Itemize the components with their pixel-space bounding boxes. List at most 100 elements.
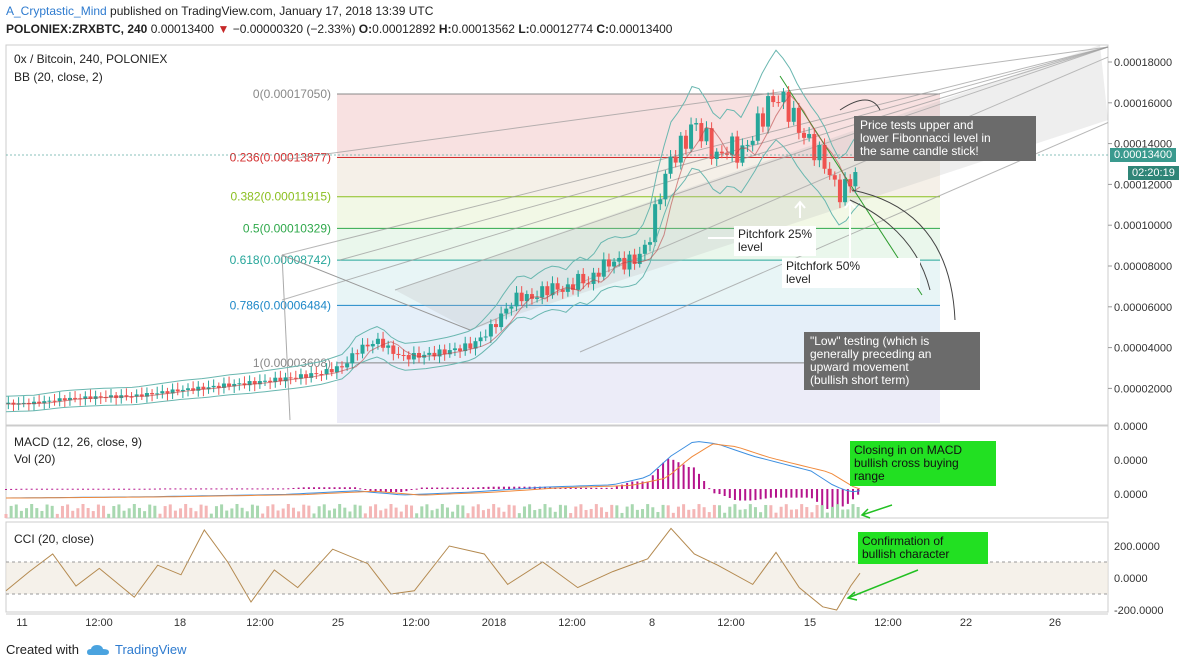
candle-body [98,396,103,398]
pitchfork-line [281,46,1109,256]
volume-bar [363,513,367,518]
candle-body [535,297,540,299]
macd-hist-bar [698,473,700,489]
macd-hist-bar [277,488,280,490]
candle-body [791,107,796,122]
low-value: 0.00012774 [529,22,594,36]
pitchfork-line [339,46,1109,261]
volume-bar [230,508,234,518]
volume-bar [404,504,408,518]
macd-hist-bar [451,487,454,489]
volume-bar [50,505,54,518]
macd-hist-bar [128,488,131,490]
candle-body [540,286,545,298]
candle-body [155,393,160,395]
candle-body [663,173,668,200]
header-line-2: POLONIEX:ZRXBTC, 240 0.00013400 ▼ −0.000… [6,22,672,36]
volume-bar [476,504,480,518]
macd-hist-bar [410,489,413,490]
volume-bar [143,511,147,518]
macd-hist-bar [559,487,562,489]
volume-bar [250,504,254,518]
candle-body [340,366,344,368]
volume-bar [153,505,157,518]
volume-bar [204,505,208,518]
volume-bar [148,504,152,518]
macd-hist-bar [220,488,223,490]
macd-hist-bar [395,489,398,493]
volume-bar [220,504,224,518]
candle-body [786,91,791,122]
macd-hist-bar [605,487,608,489]
candle-body [499,313,504,328]
curve-arrow [849,199,931,291]
candle-body [309,373,314,378]
price-label-box: 0.00013400 [1110,148,1177,162]
macd-hist-bar [852,489,854,500]
volume-bar [245,511,249,518]
macd-hist-bar [425,487,428,489]
candle-body [83,396,88,399]
macd-hist-bar [821,489,824,506]
cci-tick-label: 0.0000 [1114,573,1148,585]
fib-level-label: 0.382(0.00011915) [230,190,331,204]
candle-body [766,96,771,127]
candle-body [560,289,565,292]
macd-hist-bar [472,487,475,489]
macd-hist-bar [384,489,387,493]
tradingview-brand[interactable]: TradingView [86,642,187,657]
candle-body [437,349,442,357]
volume-bar [209,513,213,518]
candle-body [319,374,324,376]
macd-hist-bar [323,487,326,489]
macd-hist-bar [400,489,403,493]
volume-bar [117,504,121,518]
volume-bar [158,513,162,518]
pitchfork-handle [281,254,471,331]
candle-body [401,355,406,357]
fib-level-label: 0(0.00017050) [253,87,331,101]
macd-hist-bar [600,487,603,489]
macd-hist-bar [302,487,305,489]
volume-bar [271,504,275,518]
up-arrow [794,200,806,218]
volume-bar [825,512,829,518]
volume-bar [789,509,793,518]
candle-body [375,338,380,344]
macd-hist-bar [205,488,208,490]
candle-body [637,253,642,264]
candle-body [201,386,206,390]
macd-hist-bar [641,481,644,489]
candle-body [714,151,719,160]
volume-bar [676,506,680,518]
macd-hist-bar [667,458,670,489]
signal-line [6,443,861,499]
candle-body [170,389,175,394]
volume-bar [297,511,301,518]
x-tick-label: 12:00 [85,617,113,629]
author-link[interactable]: A_Cryptastic_Mind [6,4,107,18]
macd-hist-bar [184,488,187,490]
macd-tick-label: 0.0000 [1114,421,1148,433]
candle-body [812,134,817,161]
cloud-icon [86,644,109,656]
macd-hist-bar [251,488,254,490]
macd-hist-bar [420,487,423,489]
macd-hist-bar [179,488,182,490]
volume-bar [399,511,403,518]
macd-hist-bar [857,489,860,495]
x-tick-label: 2018 [482,617,506,629]
volume-bar [291,507,295,518]
macd-hist-bar [133,488,136,490]
volume-bar [712,504,716,518]
x-tick-label: 12:00 [402,617,430,629]
candle-body [719,151,724,154]
cci-tick-label: 200.0000 [1114,541,1160,553]
macd-hist-bar [369,489,372,491]
candle-body [196,386,201,391]
candle-body [396,353,401,356]
volume-bar [564,505,568,518]
candle-body [350,353,355,364]
macd-arrow [860,504,893,519]
